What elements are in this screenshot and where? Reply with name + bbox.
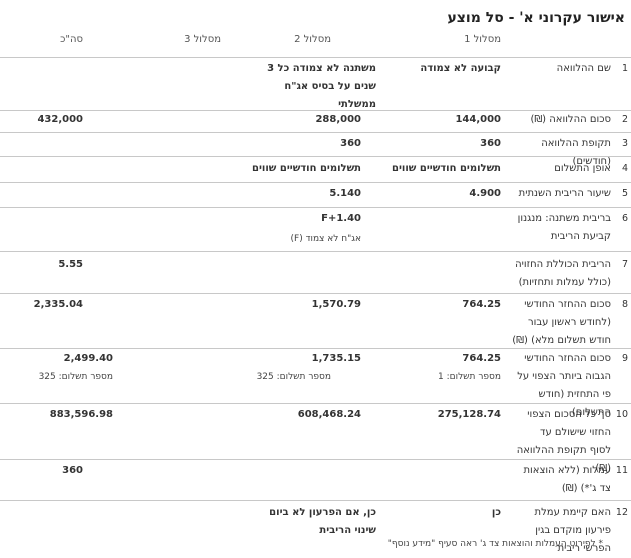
loan-approval-page: אישור עקרוני א' - סל מוצע מסלול 1 מסלול … — [0, 10, 631, 554]
track-1-value: 764.25 — [462, 353, 501, 364]
row-number: 10 — [615, 409, 628, 420]
track-1-value: 764.25 — [462, 299, 501, 310]
track-2-value: 1,570.79 — [311, 299, 361, 310]
track-2-value: 288,000 — [315, 114, 361, 125]
row-number: 9 — [621, 353, 628, 364]
page-title: אישור עקרוני א' - סל מוצע — [447, 10, 625, 26]
total-value: 5.55 — [58, 259, 83, 270]
track-1-value: 144,000 — [455, 114, 501, 125]
track-2-value: כן, אם הפרעון לא ביום שינוי הריבית — [269, 507, 376, 536]
row-number: 11 — [615, 465, 628, 476]
row-label: סכום ההחזר החודשי הגבוה ביותר הצפוי על פ… — [517, 353, 611, 418]
divider — [0, 132, 631, 133]
total-note: מספר תשלום: 325 — [38, 372, 113, 382]
row-label: שם ההלוואה — [556, 63, 611, 74]
track-2-value: F+1.40 — [321, 213, 361, 224]
row-number: 3 — [621, 138, 628, 149]
column-header-total: סה"כ — [60, 34, 83, 45]
track-2-value: 608,468.24 — [297, 409, 361, 420]
row-number: 8 — [621, 299, 628, 310]
row-label: עמלות (ללא הוצאות צד ג'*) (₪) — [523, 465, 611, 494]
track-2-value: משתנה לא צמודה כל 3 שנים על בסיס אג"ח ממ… — [267, 63, 376, 110]
track-1-value: תשלומים חודשיים שווים — [392, 163, 501, 174]
track-1-value: כן — [491, 507, 501, 518]
row-number: 4 — [621, 163, 628, 174]
row-label: סכום ההלוואה (₪) — [530, 114, 611, 125]
row-label: סך כל הסכום הצפוי החזוי שישולם עד לסוף ת… — [516, 409, 611, 474]
row-label: שיעור הריבית השנתית — [518, 188, 611, 199]
divider — [0, 403, 631, 404]
track-1-value: קבועה לא צמודה — [420, 63, 501, 74]
row-label: סכום ההחזר החודשי (לחודש ראשון עבור חודש… — [512, 299, 611, 346]
row-label: הריבית הכוללת החזויה (כולל עמלות ותחזיות… — [515, 259, 611, 288]
track-2-note: אג"ח לא צמוד (F) — [290, 234, 362, 244]
total-value: 360 — [62, 465, 83, 476]
divider — [0, 182, 631, 183]
row-label: בריבית משתנה: מנגנון קביעת הריבית — [517, 213, 611, 242]
track-2-value: 5.140 — [329, 188, 361, 199]
divider — [0, 293, 631, 294]
row-number: 12 — [615, 507, 628, 518]
row-label: אופן התשלום — [554, 163, 611, 174]
divider — [0, 156, 631, 157]
total-value: 883,596.98 — [49, 409, 113, 420]
row-number: 5 — [621, 188, 628, 199]
divider — [0, 110, 631, 111]
row-number: 2 — [621, 114, 628, 125]
row-number: 1 — [621, 63, 628, 74]
column-header-track-2: מסלול 2 — [294, 34, 331, 45]
track-1-value: 4.900 — [469, 188, 501, 199]
column-header-track-3: מסלול 3 — [184, 34, 221, 45]
row-number: 7 — [621, 259, 628, 270]
track-2-value: 1,735.15 — [311, 353, 361, 364]
column-header-track-1: מסלול 1 — [464, 34, 501, 45]
divider — [0, 500, 631, 501]
total-value: 432,000 — [37, 114, 83, 125]
total-value: 2,335.04 — [33, 299, 83, 310]
track-1-note: מספר תשלום: 1 — [438, 372, 501, 382]
row-label: תקופת ההלוואה (חודשים) — [541, 138, 611, 167]
divider — [0, 459, 631, 460]
track-1-value: 360 — [480, 138, 501, 149]
divider — [0, 57, 631, 58]
track-2-value: תשלומים חודשיים שווים — [252, 163, 361, 174]
divider — [0, 207, 631, 208]
divider — [0, 348, 631, 349]
track-2-note: מספר תשלום: 325 — [256, 372, 331, 382]
divider — [0, 251, 631, 252]
total-value: 2,499.40 — [63, 353, 113, 364]
track-1-value: 275,128.74 — [437, 409, 501, 420]
row-number: 6 — [621, 213, 628, 224]
footnote: * לפירוט העמלות והוצאות צד ג' ראה סעיף "… — [387, 539, 603, 549]
track-2-value: 360 — [340, 138, 361, 149]
